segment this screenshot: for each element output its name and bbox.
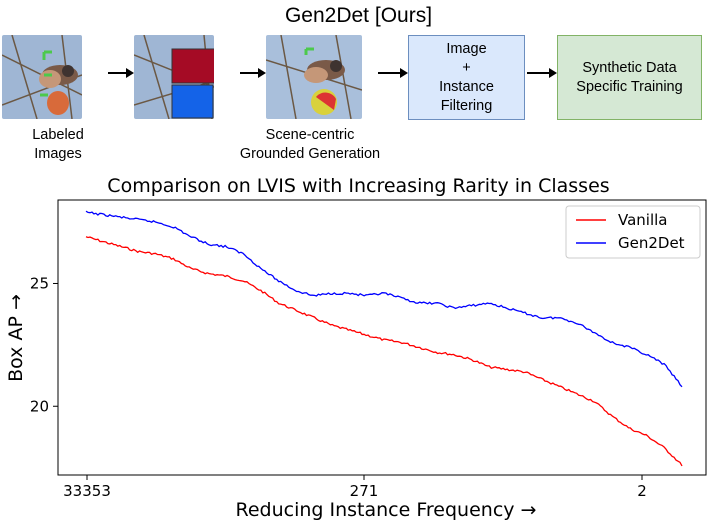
- chart-title: Comparison on LVIS with Increasing Rarit…: [107, 175, 610, 197]
- series-line-vanilla: [85, 236, 683, 467]
- instance-filtering-box: Image + Instance Filtering: [408, 35, 525, 120]
- arrow-icon: [378, 65, 408, 86]
- instance-filtering-label: Image + Instance Filtering: [439, 40, 494, 114]
- plot-frame: [57, 199, 707, 476]
- x-axis: 33353 271 2: [63, 475, 647, 500]
- y-axis-label: Box AP →: [5, 294, 27, 382]
- layout-image-thumbnail: [134, 35, 214, 119]
- y-tick-label: 25: [30, 274, 49, 292]
- arrow-icon: [108, 65, 134, 86]
- labeled-image-thumbnail: [2, 35, 82, 119]
- x-tick-label: 2: [637, 482, 647, 500]
- training-label: Synthetic Data Specific Training: [576, 59, 683, 95]
- generated-image-thumbnail: [266, 35, 362, 119]
- legend-label: Vanilla: [618, 211, 668, 229]
- arrow-icon: [527, 65, 557, 86]
- x-tick-label: 33353: [63, 482, 111, 500]
- figure-title: Gen2Det [Ours]: [284, 4, 433, 27]
- series-lines: [85, 210, 683, 467]
- training-box: Synthetic Data Specific Training: [557, 35, 702, 120]
- arrow-icon: [240, 65, 266, 86]
- labeled-images-caption: Labeled Images: [32, 127, 84, 162]
- legend: Vanilla Gen2Det: [565, 205, 701, 259]
- legend-label: Gen2Det: [618, 234, 685, 252]
- x-tick-label: 271: [350, 482, 379, 500]
- generation-caption: Scene-centric Grounded Generation: [239, 127, 381, 162]
- y-tick-label: 20: [30, 397, 49, 415]
- series-line-gen2det: [85, 210, 683, 388]
- x-axis-label: Reducing Instance Frequency →: [236, 499, 537, 521]
